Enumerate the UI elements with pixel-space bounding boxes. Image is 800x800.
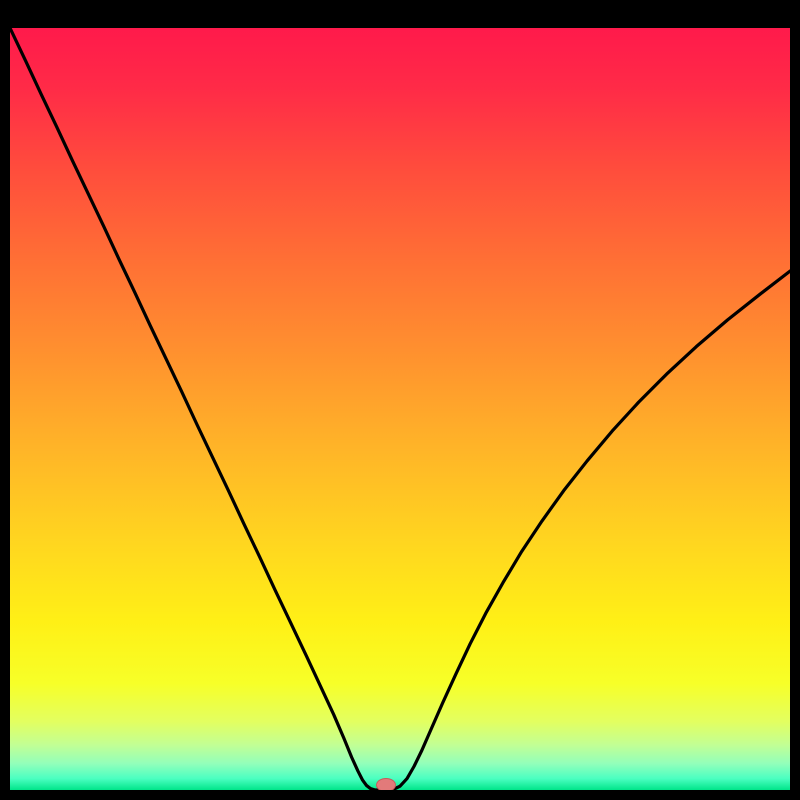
frame-top (0, 0, 800, 28)
plot-area (10, 28, 790, 790)
chart-stage: TheBottleneck.com (0, 0, 800, 800)
frame-right (790, 0, 800, 800)
curve-path (10, 28, 790, 790)
minimum-marker (376, 778, 396, 790)
frame-left (0, 0, 10, 800)
frame-bottom (0, 790, 800, 800)
bottleneck-curve (10, 28, 790, 790)
